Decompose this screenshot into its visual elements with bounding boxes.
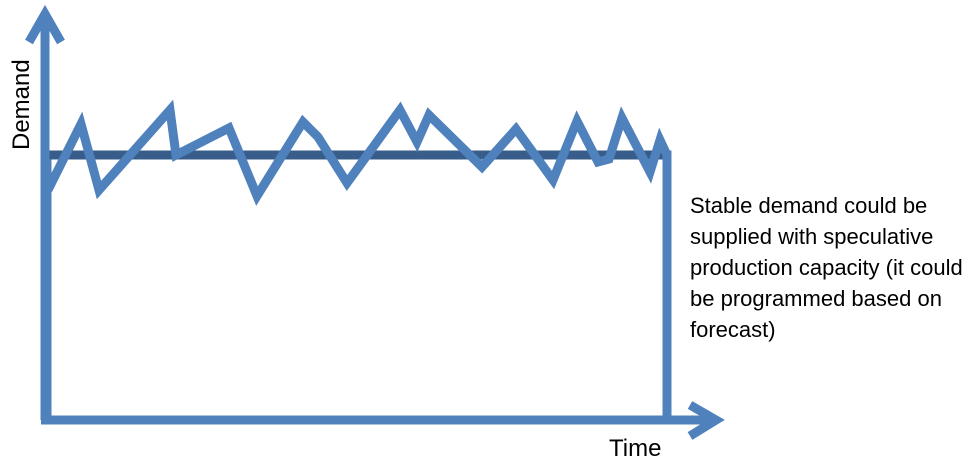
y-axis-label: Demand — [8, 59, 35, 150]
annotation-text: Stable demand could be supplied with spe… — [690, 193, 963, 342]
demand-fluctuation-line — [43, 99, 672, 206]
x-axis-arrowhead — [687, 401, 725, 440]
y-axis-arrowhead — [25, 4, 65, 45]
x-axis-label: Time — [609, 435, 662, 462]
